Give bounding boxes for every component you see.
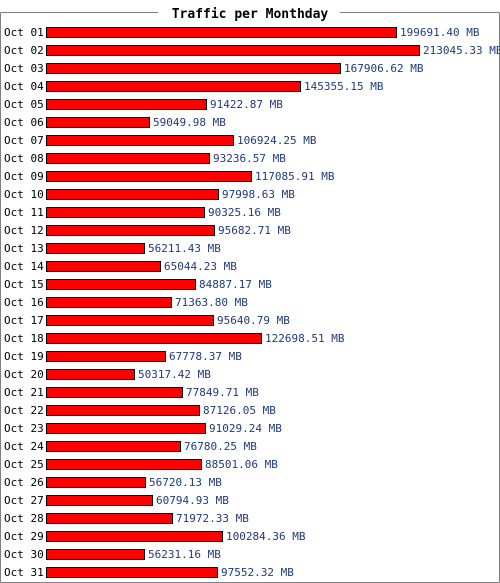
category-label: Oct 04 (4, 80, 44, 93)
bar (46, 459, 202, 470)
bar (46, 243, 145, 254)
bar (46, 315, 214, 326)
bar (46, 531, 223, 542)
bar (46, 279, 196, 290)
category-label: Oct 27 (4, 494, 44, 507)
category-label: Oct 28 (4, 512, 44, 525)
bar (46, 405, 200, 416)
bars-group: Oct 01 199691.40 MB Oct 02 213045.33 MB Oct … (4, 26, 500, 579)
bar (46, 135, 234, 146)
value-label: 117085.91 MB (255, 170, 335, 183)
value-label: 84887.17 MB (199, 278, 272, 291)
bar (46, 171, 252, 182)
value-label: 100284.36 MB (226, 530, 306, 543)
category-label: Oct 21 (4, 386, 44, 399)
category-label: Oct 20 (4, 368, 44, 381)
bar (46, 63, 341, 74)
category-label: Oct 03 (4, 62, 44, 75)
category-label: Oct 24 (4, 440, 44, 453)
category-label: Oct 09 (4, 170, 44, 183)
bar (46, 333, 262, 344)
value-label: 67778.37 MB (169, 350, 242, 363)
value-label: 56211.43 MB (148, 242, 221, 255)
bar (46, 477, 146, 488)
value-label: 88501.06 MB (205, 458, 278, 471)
value-label: 97998.63 MB (222, 188, 295, 201)
bar (46, 27, 397, 38)
bar (46, 567, 218, 578)
bar (46, 387, 183, 398)
chart-title-background (158, 5, 340, 21)
category-label: Oct 31 (4, 566, 44, 579)
value-label: 76780.25 MB (184, 440, 257, 453)
category-label: Oct 11 (4, 206, 44, 219)
value-label: 87126.05 MB (203, 404, 276, 417)
value-label: 95682.71 MB (218, 224, 291, 237)
value-label: 91422.87 MB (210, 98, 283, 111)
bar (46, 261, 161, 272)
value-label: 56231.16 MB (148, 548, 221, 561)
category-label: Oct 14 (4, 260, 44, 273)
value-label: 93236.57 MB (213, 152, 286, 165)
value-label: 145355.15 MB (304, 80, 384, 93)
bar (46, 207, 205, 218)
bar (46, 81, 301, 92)
category-label: Oct 26 (4, 476, 44, 489)
category-label: Oct 22 (4, 404, 44, 417)
value-label: 106924.25 MB (237, 134, 317, 147)
value-label: 90325.16 MB (208, 206, 281, 219)
category-label: Oct 16 (4, 296, 44, 309)
value-label: 60794.93 MB (156, 494, 229, 507)
value-label: 71363.80 MB (175, 296, 248, 309)
chart-title: Traffic per Monthday (172, 7, 329, 22)
value-label: 65044.23 MB (164, 260, 237, 273)
category-label: Oct 15 (4, 278, 44, 291)
bar (46, 153, 210, 164)
category-label: Oct 08 (4, 152, 44, 165)
bar (46, 549, 145, 560)
bar (46, 423, 206, 434)
value-label: 167906.62 MB (344, 62, 424, 75)
bar (46, 117, 150, 128)
value-label: 97552.32 MB (221, 566, 294, 579)
bar (46, 225, 215, 236)
value-label: 50317.42 MB (138, 368, 211, 381)
category-label: Oct 01 (4, 26, 44, 39)
category-label: Oct 02 (4, 44, 44, 57)
bar (46, 99, 207, 110)
category-label: Oct 30 (4, 548, 44, 561)
bar (46, 369, 135, 380)
category-label: Oct 13 (4, 242, 44, 255)
category-label: Oct 29 (4, 530, 44, 543)
category-label: Oct 10 (4, 188, 44, 201)
category-label: Oct 19 (4, 350, 44, 363)
category-label: Oct 05 (4, 98, 44, 111)
category-label: Oct 17 (4, 314, 44, 327)
bar (46, 189, 219, 200)
category-label: Oct 25 (4, 458, 44, 471)
category-label: Oct 18 (4, 332, 44, 345)
value-label: 77849.71 MB (186, 386, 259, 399)
bar (46, 45, 420, 56)
value-label: 213045.33 MB (423, 44, 500, 57)
category-label: Oct 06 (4, 116, 44, 129)
value-label: 95640.79 MB (217, 314, 290, 327)
value-label: 91029.24 MB (209, 422, 282, 435)
value-label: 71972.33 MB (176, 512, 249, 525)
value-label: 56720.13 MB (149, 476, 222, 489)
category-label: Oct 12 (4, 224, 44, 237)
category-label: Oct 07 (4, 134, 44, 147)
category-label: Oct 23 (4, 422, 44, 435)
value-label: 122698.51 MB (265, 332, 345, 345)
bar (46, 441, 181, 452)
value-label: 59049.98 MB (153, 116, 226, 129)
bar (46, 495, 153, 506)
bar (46, 351, 166, 362)
value-label: 199691.40 MB (400, 26, 480, 39)
bar (46, 297, 172, 308)
bar (46, 513, 173, 524)
